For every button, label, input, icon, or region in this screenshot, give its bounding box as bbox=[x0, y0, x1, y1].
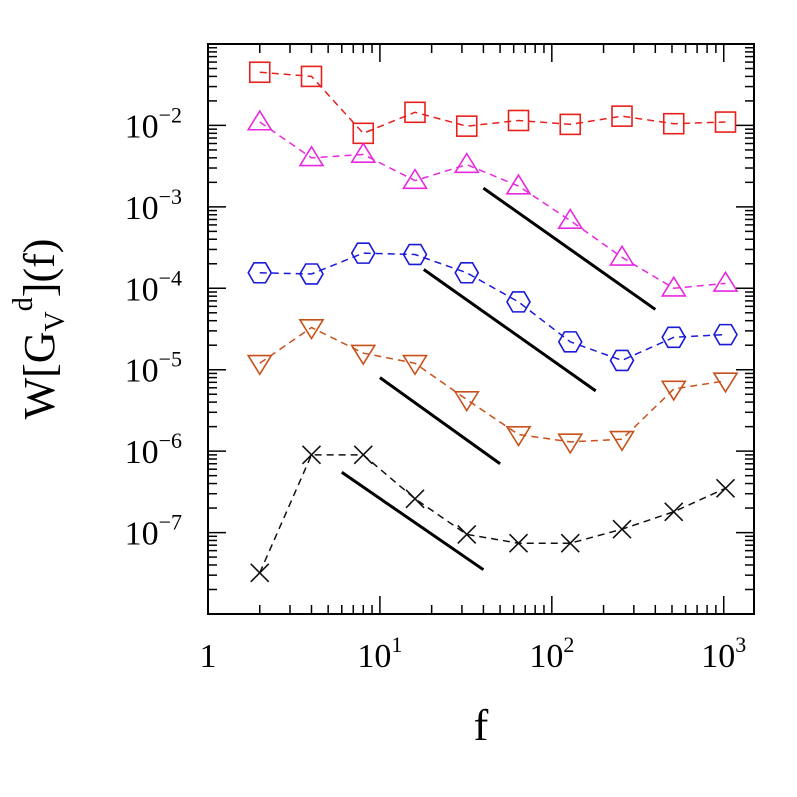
data-point bbox=[559, 113, 582, 136]
data-point bbox=[557, 433, 584, 455]
data-point bbox=[352, 122, 375, 145]
series-line bbox=[259, 454, 726, 574]
data-point bbox=[250, 563, 270, 583]
data-point bbox=[662, 112, 685, 135]
data-point bbox=[405, 489, 425, 509]
plot-frame bbox=[207, 43, 755, 615]
data-point bbox=[350, 344, 377, 366]
data-point bbox=[404, 101, 426, 124]
data-point bbox=[660, 380, 687, 402]
x-tick-labels: 1 101 102 103 bbox=[200, 632, 747, 675]
data-point bbox=[609, 349, 635, 372]
data-point bbox=[664, 502, 684, 522]
data-point bbox=[402, 243, 428, 266]
series-line bbox=[259, 71, 726, 135]
data-point bbox=[246, 109, 273, 131]
data-series bbox=[246, 61, 739, 583]
series-line bbox=[259, 121, 726, 290]
y-axis-label-tail: ](f) bbox=[15, 239, 64, 298]
data-point bbox=[611, 105, 633, 127]
y-axis-label-sup: d bbox=[8, 297, 39, 311]
reference-slope-line bbox=[379, 376, 501, 465]
y-axis-label-base: W[G bbox=[15, 331, 64, 419]
series-line bbox=[259, 252, 726, 362]
reference-slope-line bbox=[482, 186, 657, 311]
data-point bbox=[298, 318, 325, 341]
data-point bbox=[454, 262, 480, 284]
data-point bbox=[507, 109, 530, 132]
data-point bbox=[453, 391, 480, 413]
major-ticks bbox=[207, 44, 754, 615]
data-point bbox=[661, 326, 687, 349]
data-point bbox=[714, 111, 737, 133]
data-point bbox=[246, 354, 273, 376]
series-triangle-down bbox=[246, 318, 739, 455]
data-point bbox=[609, 430, 635, 452]
data-point bbox=[560, 533, 580, 553]
data-point bbox=[508, 533, 529, 553]
data-point bbox=[609, 244, 635, 266]
data-point bbox=[457, 524, 477, 544]
data-point bbox=[350, 141, 377, 163]
plot-area bbox=[207, 43, 755, 615]
data-point bbox=[248, 61, 271, 84]
series-cross bbox=[250, 445, 736, 583]
y-axis-label-sub: V bbox=[40, 311, 71, 331]
y-axis-label: W[GVd](f) bbox=[8, 239, 71, 420]
data-point bbox=[557, 207, 584, 229]
y-tick-label: 10−6 bbox=[125, 428, 182, 471]
data-point bbox=[301, 445, 322, 465]
data-point bbox=[713, 323, 738, 346]
data-point bbox=[612, 519, 632, 539]
x-tick-label: 102 bbox=[529, 632, 574, 675]
reference-slope-line bbox=[422, 268, 597, 393]
data-point bbox=[505, 173, 532, 195]
y-tick-label: 10−7 bbox=[125, 510, 182, 553]
data-point bbox=[660, 275, 687, 297]
series-line bbox=[259, 326, 726, 443]
y-tick-label: 10−2 bbox=[125, 102, 182, 145]
x-tick-label: 103 bbox=[701, 632, 746, 675]
x-axis-label: f bbox=[474, 701, 489, 750]
x-tick-label: 101 bbox=[357, 632, 402, 675]
data-point bbox=[712, 372, 739, 394]
data-point bbox=[455, 115, 478, 137]
data-point bbox=[353, 445, 373, 465]
data-point bbox=[350, 242, 376, 264]
data-point bbox=[402, 168, 428, 190]
reference-slope-line bbox=[340, 471, 485, 571]
minor-ticks bbox=[208, 44, 754, 614]
data-point bbox=[557, 331, 583, 353]
series-square bbox=[248, 61, 737, 145]
y-tick-label: 10−4 bbox=[125, 265, 182, 308]
y-tick-label: 10−5 bbox=[125, 347, 182, 390]
data-point bbox=[298, 145, 325, 167]
data-point bbox=[712, 270, 739, 292]
data-point bbox=[505, 426, 532, 448]
data-point bbox=[402, 354, 428, 376]
data-point bbox=[299, 263, 324, 285]
series-triangle-up bbox=[246, 109, 739, 297]
data-point bbox=[247, 262, 273, 284]
reference-lines bbox=[340, 186, 657, 571]
data-point bbox=[715, 478, 736, 498]
data-point bbox=[300, 65, 323, 88]
y-tick-labels: 10−2 10−3 10−4 10−5 10−6 10−7 bbox=[125, 102, 182, 552]
y-tick-label: 10−3 bbox=[125, 184, 182, 227]
series-hexagon bbox=[247, 242, 738, 372]
data-point bbox=[506, 291, 531, 313]
x-tick-label: 1 bbox=[200, 638, 217, 675]
data-point bbox=[453, 152, 480, 174]
